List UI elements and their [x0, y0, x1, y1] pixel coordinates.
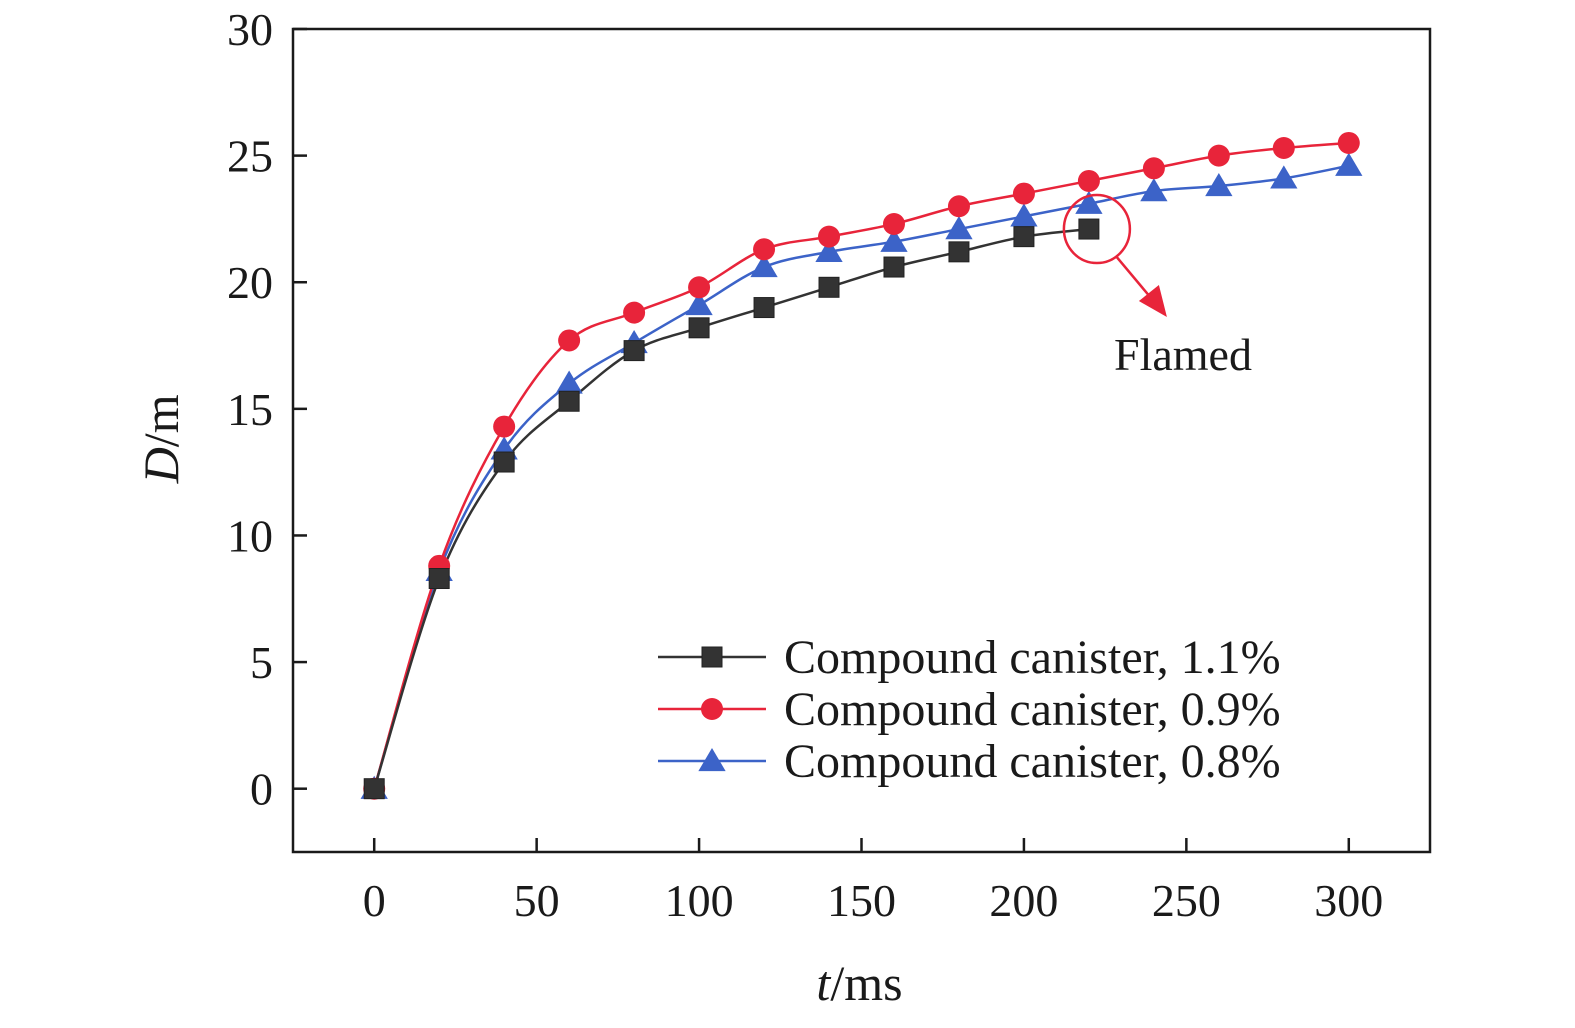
data-point-square — [1014, 227, 1034, 247]
y-tick-label: 0 — [250, 764, 273, 815]
y-tick-label: 15 — [227, 384, 273, 435]
legend: Compound canister, 1.1%Compound canister… — [658, 631, 1281, 788]
annotation-arrow-line — [1116, 256, 1152, 299]
data-point-circle — [558, 329, 580, 351]
x-tick-label: 250 — [1152, 875, 1221, 926]
data-point-square — [494, 452, 514, 472]
data-point-circle — [688, 276, 710, 298]
x-tick-label: 100 — [665, 875, 734, 926]
data-point-circle — [1208, 145, 1230, 167]
data-point-circle — [753, 238, 775, 260]
data-point-circle — [1143, 157, 1165, 179]
y-tick-label: 10 — [227, 510, 273, 561]
data-point-square — [884, 257, 904, 277]
x-axis-variable: t — [816, 955, 831, 1011]
data-point-circle — [1273, 137, 1295, 159]
y-tick-label: 25 — [227, 131, 273, 182]
data-point-square — [1079, 219, 1099, 239]
x-tick-label: 200 — [989, 875, 1058, 926]
x-tick-label: 300 — [1314, 875, 1383, 926]
data-point-circle — [948, 195, 970, 217]
y-axis-variable: D — [133, 447, 189, 484]
data-point-circle — [493, 416, 515, 438]
legend-item: Compound canister, 0.9% — [658, 683, 1281, 736]
y-axis-unit: /m — [133, 394, 189, 447]
legend-item: Compound canister, 0.8% — [658, 735, 1281, 788]
legend-marker-circle — [701, 698, 723, 720]
data-point-circle — [818, 226, 840, 248]
data-point-square — [949, 242, 969, 262]
data-point-circle — [1013, 183, 1035, 205]
x-axis-label: t/ms — [816, 955, 902, 1011]
data-point-square — [754, 298, 774, 318]
data-point-square — [429, 569, 449, 589]
x-tick-label: 150 — [827, 875, 896, 926]
data-point-circle — [1078, 170, 1100, 192]
y-tick-label: 5 — [250, 637, 273, 688]
y-ticks: 0 5 10 15 20 25 30 — [227, 4, 307, 815]
legend-marker-square — [702, 647, 722, 667]
y-axis-label: D/m — [133, 394, 189, 484]
data-point-triangle — [555, 371, 582, 394]
data-point-square — [689, 318, 709, 338]
legend-label: Compound canister, 1.1% — [784, 631, 1281, 684]
data-point-square — [559, 391, 579, 411]
data-point-circle — [1338, 132, 1360, 154]
data-point-square — [624, 341, 644, 361]
legend-label: Compound canister, 0.9% — [784, 683, 1281, 736]
x-tick-label: 0 — [363, 875, 386, 926]
x-tick-label: 50 — [514, 875, 560, 926]
annotation-label: Flamed — [1114, 329, 1252, 380]
legend-label: Compound canister, 0.8% — [784, 735, 1281, 788]
data-point-circle — [883, 213, 905, 235]
data-point-square — [364, 779, 384, 799]
legend-item: Compound canister, 1.1% — [658, 631, 1281, 684]
y-tick-label: 20 — [227, 257, 273, 308]
y-tick-label: 30 — [227, 4, 273, 55]
data-point-circle — [623, 302, 645, 324]
legend-marker-triangle — [698, 748, 725, 771]
data-point-triangle — [1335, 153, 1362, 176]
x-axis-unit: /ms — [830, 955, 902, 1011]
data-point-square — [819, 277, 839, 297]
